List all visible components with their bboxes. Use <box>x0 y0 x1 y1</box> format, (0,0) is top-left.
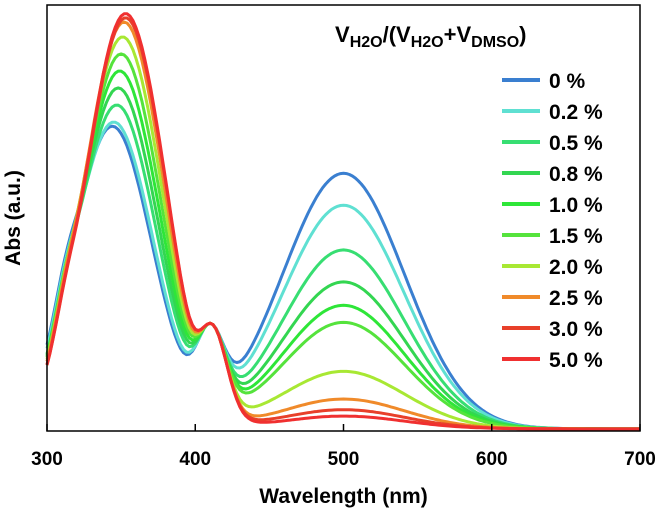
legend-title-sep: /(V <box>383 22 411 47</box>
legend-label-1.5: 1.5 % <box>549 225 603 248</box>
legend-title-v1: V <box>335 22 350 47</box>
x-tick-label-500: 500 <box>328 449 360 470</box>
series-layer <box>45 12 640 431</box>
legend-label-3.0: 3.0 % <box>549 318 603 341</box>
series-line-5.0-percent <box>45 12 640 431</box>
legend-label-0.8: 0.8 % <box>549 163 603 186</box>
x-tick-label-300: 300 <box>31 449 63 470</box>
legend-title-close: ) <box>519 22 526 47</box>
legend-label-5.0: 5.0 % <box>549 349 603 372</box>
x-tick-label-700: 700 <box>624 449 656 470</box>
legend-label-0.5: 0.5 % <box>549 132 603 155</box>
legend-label-0: 0 % <box>549 70 586 93</box>
legend-title: VH2O/(VH2O+VDMSO) <box>335 22 526 51</box>
legend: 0 % 0.2 % 0.5 % 0.8 % 1.0 % 1.5 % 2.0 % 2.5 % 3.… <box>502 70 603 372</box>
x-tick-label-400: 400 <box>179 449 211 470</box>
x-ticks: 300 400 500 600 700 <box>31 424 656 470</box>
x-axis-label: Wavelength (nm) <box>259 485 427 508</box>
legend-title-sub-h2o-1: H2O <box>350 34 383 51</box>
y-axis-label: Abs (a.u.) <box>2 170 25 266</box>
legend-title-plus: +V <box>444 22 472 47</box>
legend-label-0.2: 0.2 % <box>549 101 603 124</box>
legend-label-2.0: 2.0 % <box>549 256 603 279</box>
legend-label-1.0: 1.0 % <box>549 194 603 217</box>
legend-title-sub-h2o-2: H2O <box>411 34 444 51</box>
x-tick-label-600: 600 <box>476 449 508 470</box>
legend-title-sub-dmso: DMSO <box>471 34 519 51</box>
legend-label-2.5: 2.5 % <box>549 287 603 310</box>
